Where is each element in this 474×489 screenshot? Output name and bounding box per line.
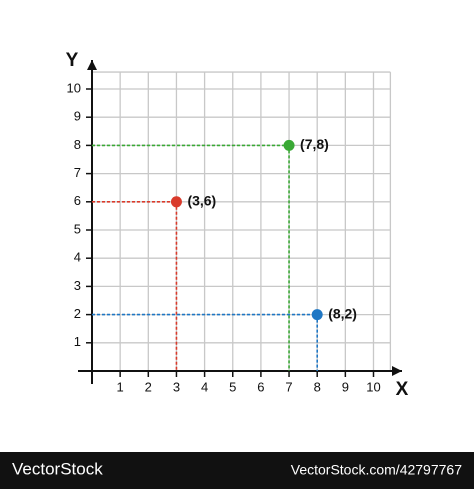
x-axis-arrow (392, 366, 402, 376)
x-tick-label: 9 (342, 379, 349, 394)
point-label: (3,6) (187, 193, 216, 209)
point (170, 196, 182, 208)
x-tick-label: 4 (201, 379, 208, 394)
point (283, 139, 295, 151)
x-tick-label: 2 (145, 379, 152, 394)
x-axis-label: X (396, 379, 409, 400)
x-tick-label: 6 (257, 379, 264, 394)
y-tick-label: 4 (74, 250, 81, 265)
point (311, 309, 323, 321)
point-label: (8,2) (328, 305, 357, 321)
y-tick-label: 10 (67, 80, 81, 95)
y-tick-label: 1 (74, 334, 81, 349)
watermark-brand: VectorStock (12, 459, 103, 478)
x-tick-label: 1 (117, 379, 124, 394)
y-tick-label: 8 (74, 137, 81, 152)
y-tick-label: 5 (74, 221, 81, 236)
x-tick-label: 5 (229, 379, 236, 394)
watermark-bar (0, 452, 474, 489)
point-label: (7,8) (300, 136, 329, 152)
x-tick-label: 3 (173, 379, 180, 394)
y-tick-label: 7 (74, 165, 81, 180)
y-tick-label: 9 (74, 109, 81, 124)
x-tick-label: 8 (314, 379, 321, 394)
y-tick-label: 3 (74, 278, 81, 293)
y-axis-arrow (87, 60, 97, 70)
y-tick-label: 6 (74, 193, 81, 208)
x-tick-label: 10 (366, 379, 380, 394)
watermark-url: VectorStock.com/42797767 (291, 462, 462, 478)
x-tick-label: 7 (285, 379, 292, 394)
y-axis-label: Y (66, 50, 79, 71)
y-tick-label: 2 (74, 306, 81, 321)
